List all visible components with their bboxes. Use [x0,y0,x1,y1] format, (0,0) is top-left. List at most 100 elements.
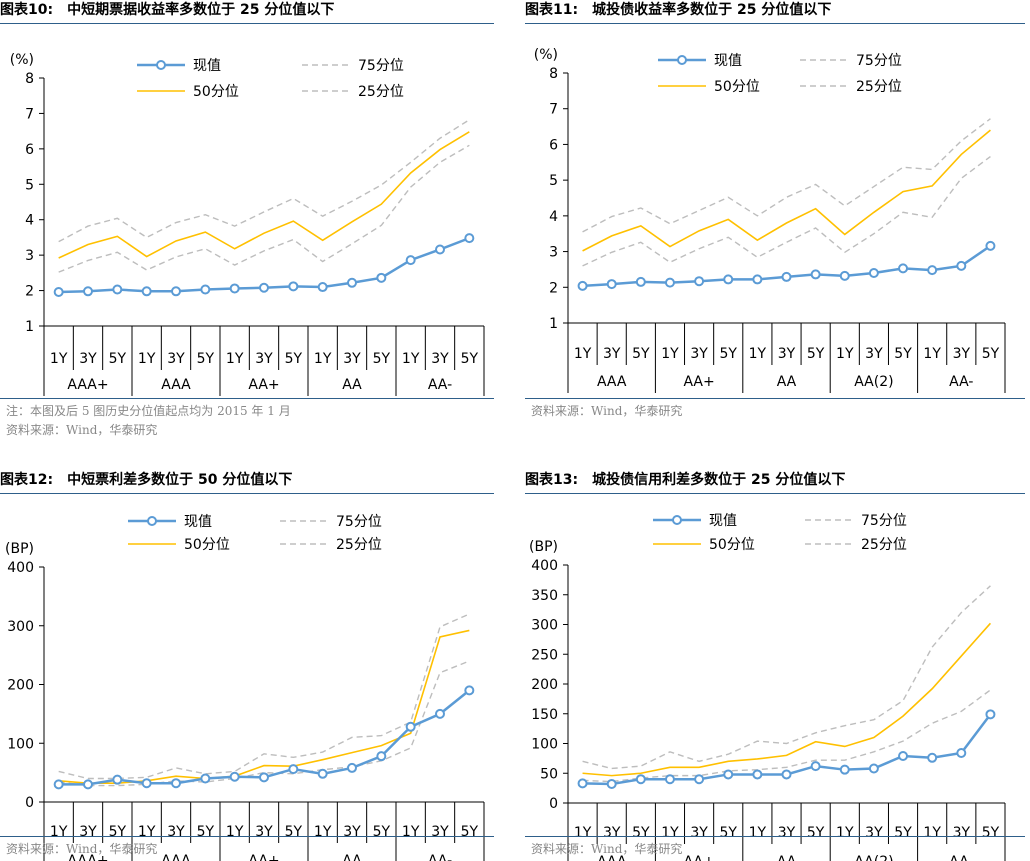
data-point [317,282,328,293]
x-tick-label: 5Y [197,351,215,367]
data-point [83,779,93,790]
y-unit-label: (BP) [5,541,34,557]
y-unit-label: (%) [10,52,34,68]
legend-marker [156,60,166,70]
chart-number: 图表12: [0,472,54,488]
y-tick-label: 400 [7,560,34,576]
chart-title: 图表12: 中短票利差多数位于 50 分位值以下 [0,470,292,490]
data-point [723,274,734,285]
x-group-label: AA- [428,853,452,861]
x-tick-label: 3Y [167,824,185,840]
data-point [347,277,357,288]
data-point [635,774,646,785]
data-point [723,769,734,780]
data-point [577,778,588,789]
x-tick-label: 1Y [749,825,767,841]
data-point [956,748,967,759]
line-chart: 1 2 3 4 5 6 7 8 (%) 1Y 3Y 5Y 1Y 3Y 5Y 1Y 3Y 5Y 1Y 3Y 5Y 1Y 3Y 5… [10,52,485,396]
series-line-50分位 [58,131,470,259]
legend-label: 现值 [714,53,742,69]
y-tick-label: 2 [549,280,558,296]
y-tick-label: 7 [25,106,34,122]
x-group-label: AA [777,854,797,861]
x-group-label: AA- [428,377,452,393]
legend-label: 现值 [709,513,737,529]
x-tick-label: 5Y [373,351,391,367]
chart-panel-13: 图表13: 城投债信用利差多数位于 25 分位值以下 0 50 100 150 200 25… [525,470,1030,861]
chart-title: 图表13: 城投债信用利差多数位于 25 分位值以下 [525,470,845,490]
data-point [985,709,996,720]
x-tick-label: 1Y [574,346,592,362]
y-tick-label: 400 [531,558,558,574]
x-tick-label: 5Y [285,824,303,840]
footer-rule [525,836,1025,837]
data-point [259,772,269,783]
x-group-label: AAA+ [67,853,108,861]
x-tick-label: 3Y [603,825,621,841]
x-group-label: AA+ [248,377,279,393]
data-point [171,286,181,297]
y-tick-label: 300 [7,619,34,635]
data-point [288,764,299,775]
series-line-75分位 [58,119,470,243]
x-tick-label: 5Y [632,825,650,841]
y-tick-label: 150 [531,707,558,723]
line-chart: 0 50 100 150 200 250 300 350 400 (BP) 1Y 3Y 5Y 1Y 3Y 5Y… [529,513,1006,861]
data-point [781,271,792,282]
x-tick-label: 3Y [79,824,97,840]
data-point [259,282,269,293]
x-tick-label: 5Y [373,824,391,840]
x-group-label: AAA [597,854,627,861]
chart-panel-10: 图表10: 中短期票据收益率多数位于 25 分位值以下 1 2 3 4 5 6 7 8 (%) 1Y… [0,0,500,445]
data-point [376,272,387,283]
x-tick-label: 1Y [923,346,941,362]
x-tick-label: 1Y [749,346,767,362]
x-group-label: AA(2) [854,374,893,390]
chart-title-text: 城投债信用利差多数位于 25 分位值以下 [592,472,846,488]
chart-title: 图表10: 中短期票据收益率多数位于 25 分位值以下 [0,0,334,20]
y-tick-label: 5 [25,177,34,193]
line-chart: 1 2 3 4 5 6 7 8 (%) 1Y 3Y 5Y 1Y 3Y 5Y 1Y 3Y 5Y 1Y 3Y 5Y 1Y 3Y 5… [534,47,1006,393]
x-tick-label: 3Y [690,825,708,841]
x-group-label: AA- [949,854,973,861]
y-tick-label: 6 [549,137,558,153]
data-point [839,764,850,775]
x-tick-label: 1Y [138,351,156,367]
x-tick-label: 1Y [226,351,244,367]
series-line-75分位 [58,613,470,780]
x-tick-label: 1Y [50,824,68,840]
legend-label: 现值 [184,514,212,530]
x-tick-label: 3Y [778,825,796,841]
data-point [435,244,445,255]
x-tick-label: 1Y [402,351,420,367]
y-tick-label: 1 [549,316,558,332]
data-point [898,750,909,761]
y-unit-label: (BP) [529,539,558,555]
chart-number: 图表11: [525,2,579,18]
data-point [288,281,299,292]
data-point [200,773,211,784]
chart-title: 图表11: 城投债收益率多数位于 25 分位值以下 [525,0,831,20]
x-group-label: AA [342,853,362,861]
y-tick-label: 100 [531,737,558,753]
chart-number: 图表13: [525,472,579,488]
data-point [435,708,445,719]
x-tick-label: 1Y [836,346,854,362]
data-point [376,751,387,762]
data-point [200,284,211,295]
legend-label: 50分位 [193,84,239,100]
title-rule [0,23,494,24]
data-point [464,233,475,244]
x-tick-label: 3Y [343,824,361,840]
data-point [956,260,967,271]
x-tick-label: 5Y [109,351,127,367]
x-group-label: AA+ [248,853,279,861]
y-tick-label: 7 [549,102,558,118]
y-tick-label: 350 [531,588,558,604]
legend-label: 75分位 [358,58,404,74]
series-line-75分位 [582,118,991,233]
series-line-75分位 [582,585,991,770]
x-tick-label: 3Y [431,351,449,367]
data-point [317,768,328,779]
legend-label: 50分位 [184,537,230,553]
